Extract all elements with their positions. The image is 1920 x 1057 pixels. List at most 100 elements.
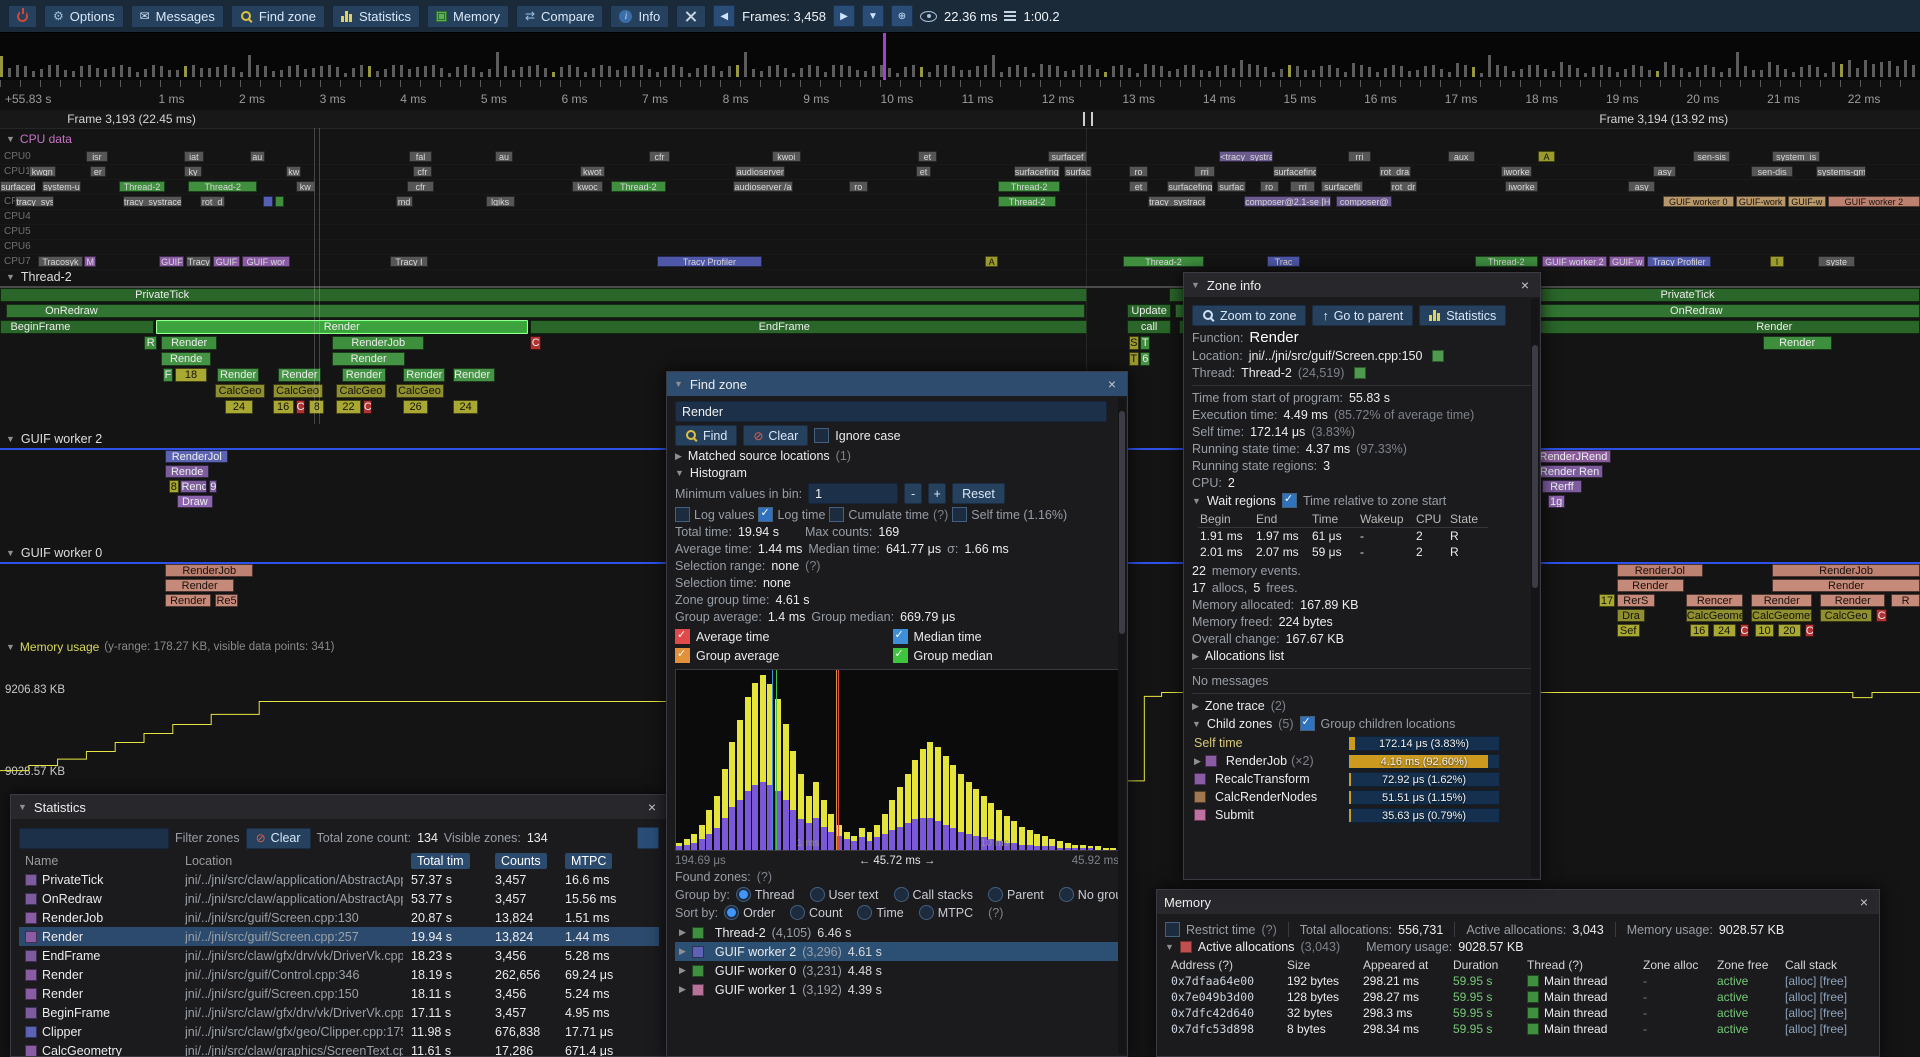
- cpu-row[interactable]: CPU4: [0, 210, 1920, 225]
- cpu-segment[interactable]: surfacedru: [0, 181, 37, 192]
- zone[interactable]: Render: [1751, 594, 1813, 607]
- zone[interactable]: EndFrame: [529, 320, 1087, 334]
- memory-allocation-row[interactable]: 0x7dfc53d898 8 bytes 298.34 ms 59.95 s Main …: [1165, 1021, 1871, 1037]
- zone[interactable]: Sef: [1616, 624, 1640, 637]
- zone[interactable]: Render F: [453, 368, 496, 382]
- cpu-segment[interactable]: er: [90, 166, 106, 177]
- increase-bin-button[interactable]: +: [928, 483, 947, 504]
- zone[interactable]: Dra: [1616, 609, 1646, 622]
- cpu-segment[interactable]: composer@2.1-se [Hw: [1244, 196, 1331, 207]
- zone[interactable]: 1g: [1547, 495, 1565, 508]
- cpu-segment[interactable]: ky: [184, 166, 202, 177]
- cpu-row[interactable]: CPU6: [0, 240, 1920, 255]
- cpu-segment[interactable]: GUIF-work: [1735, 196, 1786, 207]
- cpu-segment[interactable]: Trac: [1267, 256, 1300, 267]
- zone[interactable]: Rend: [180, 480, 208, 493]
- zone[interactable]: C: [295, 400, 306, 414]
- zoom-to-zone-button[interactable]: Zoom to zone: [1192, 305, 1307, 326]
- cpu-segment[interactable]: kwoc: [572, 181, 603, 192]
- child-zone-row[interactable]: CalcRenderNodes 51.51 μs (1.15%): [1192, 788, 1532, 806]
- cpu-row[interactable]: CPU7 Tracosyk M GUIF Tracy GUIF GUIF wor Tracy …: [0, 255, 1920, 270]
- zone-info-titlebar[interactable]: ▼ Zone info ×: [1184, 273, 1540, 297]
- cpu-segment[interactable]: A: [984, 256, 999, 267]
- scrollbar[interactable]: [1118, 398, 1126, 1054]
- sort-by-order[interactable]: Order: [724, 905, 775, 920]
- zone[interactable]: Rerff: [1541, 480, 1583, 493]
- zone[interactable]: R: [144, 336, 158, 350]
- zone[interactable]: Rende: [161, 352, 212, 366]
- zone[interactable]: 26: [403, 400, 429, 414]
- zone[interactable]: C: [1875, 609, 1888, 622]
- cpu-row[interactable]: CPU1 kwgn er ky kw cfr kwot audioserver et surfac…: [0, 165, 1920, 180]
- cpu-segment[interactable]: rri: [1347, 151, 1371, 162]
- cpu-segment[interactable]: surfac: [1063, 166, 1093, 177]
- cpu-segment[interactable]: GUIF w: [1608, 256, 1646, 267]
- zone[interactable]: 20: [1777, 624, 1801, 637]
- cpu-segment[interactable]: Tracy: [186, 256, 212, 267]
- column-location[interactable]: Location: [185, 854, 233, 868]
- cpu-segment[interactable]: ro: [1259, 181, 1279, 192]
- ignore-case-checkbox[interactable]: [814, 428, 830, 443]
- zone[interactable]: CalcGeo: [215, 384, 265, 398]
- find-zone-button[interactable]: Find zone: [230, 4, 325, 28]
- zone[interactable]: RenderJob: [332, 336, 425, 350]
- power-button[interactable]: [8, 4, 37, 28]
- zone[interactable]: Render: [403, 368, 446, 382]
- cpu-segment[interactable]: sen-sis: [1693, 151, 1730, 162]
- help-hint[interactable]: (?): [933, 507, 949, 522]
- cpu-segment[interactable]: audioserver: [735, 166, 786, 177]
- cpu-segment[interactable]: isr: [86, 151, 108, 162]
- cpu-segment[interactable]: audioserver /audio: [733, 181, 793, 192]
- close-icon[interactable]: ×: [1107, 376, 1117, 392]
- zone[interactable]: BeginFrame: [0, 320, 154, 334]
- statistics-row[interactable]: OnRedraw jni/../jni/src/claw/application/…: [19, 889, 659, 908]
- memory-button[interactable]: Memory: [427, 4, 509, 28]
- zone[interactable]: CalcGeomet: [1751, 609, 1813, 622]
- statistics-button[interactable]: Statistics: [1419, 305, 1507, 326]
- column-mtpc[interactable]: MTPC: [565, 853, 613, 869]
- cpu-segment[interactable]: md: [395, 196, 413, 207]
- zone[interactable]: S: [1128, 336, 1139, 350]
- cpu-segment[interactable]: Tracy Profiler: [1647, 256, 1711, 267]
- statistics-button[interactable]: Statistics: [331, 4, 420, 28]
- zone[interactable]: F: [163, 368, 173, 382]
- cpu-segment[interactable]: <tracy_systraci: [1219, 151, 1273, 162]
- call-stack-links[interactable]: [alloc] [free]: [1785, 990, 1848, 1004]
- zone[interactable]: 16: [272, 400, 294, 414]
- cpu-segment[interactable]: iat: [184, 151, 204, 162]
- help-hint[interactable]: (?): [988, 905, 1004, 920]
- zone[interactable]: Draw: [176, 495, 214, 508]
- cpu-segment[interactable]: GUIF: [213, 256, 240, 267]
- legend-checkbox[interactable]: [675, 648, 690, 663]
- clear-filter-button[interactable]: ⊘ Clear: [245, 827, 311, 849]
- zone[interactable]: 24: [224, 400, 254, 414]
- child-zones-section[interactable]: ▼ Child zones (5) Group children locatio…: [1192, 716, 1532, 731]
- cpu-segment[interactable]: tracy_systrace: [122, 196, 183, 207]
- cpu-segment[interactable]: GUIF wor: [241, 256, 290, 267]
- zone[interactable]: call: [1127, 320, 1172, 334]
- zone[interactable]: RerS: [1616, 594, 1656, 607]
- next-frame-button[interactable]: ▶: [833, 5, 855, 27]
- cpu-segment[interactable]: et: [917, 151, 937, 162]
- cpu-segment[interactable]: I: [1770, 256, 1784, 267]
- cpu-segment[interactable]: Thread-2: [1474, 256, 1538, 267]
- find-zone-search-input[interactable]: [675, 401, 1107, 422]
- allocations-list-section[interactable]: ▶ Allocations list: [1192, 649, 1532, 663]
- cpu-segment[interactable]: sen-dis: [1751, 166, 1794, 177]
- legend-checkbox[interactable]: [892, 629, 908, 644]
- zone[interactable]: 10: [1754, 624, 1775, 637]
- cpu-segment[interactable]: Thread-2: [1123, 256, 1204, 267]
- found-zone-group[interactable]: ▶ GUIF worker 0 (3,231) 4.48 s: [675, 961, 1119, 980]
- cpu-segment[interactable]: kw: [286, 166, 302, 177]
- cpu-segment[interactable]: asy: [1653, 166, 1677, 177]
- cpu-segment[interactable]: [274, 196, 285, 207]
- cpu-segment[interactable]: rri: [1290, 181, 1316, 192]
- zone[interactable]: Re5: [215, 594, 239, 607]
- find-button[interactable]: Find: [675, 425, 738, 446]
- memory-column-header[interactable]: Call stack: [1785, 958, 1838, 972]
- group-by-call-stacks[interactable]: Call stacks: [893, 887, 973, 902]
- zone[interactable]: Rende: [165, 465, 210, 478]
- go-to-parent-button[interactable]: ↑ Go to parent: [1312, 305, 1414, 326]
- column-total-time[interactable]: Total tim: [411, 853, 470, 869]
- zone[interactable]: 22: [336, 400, 361, 414]
